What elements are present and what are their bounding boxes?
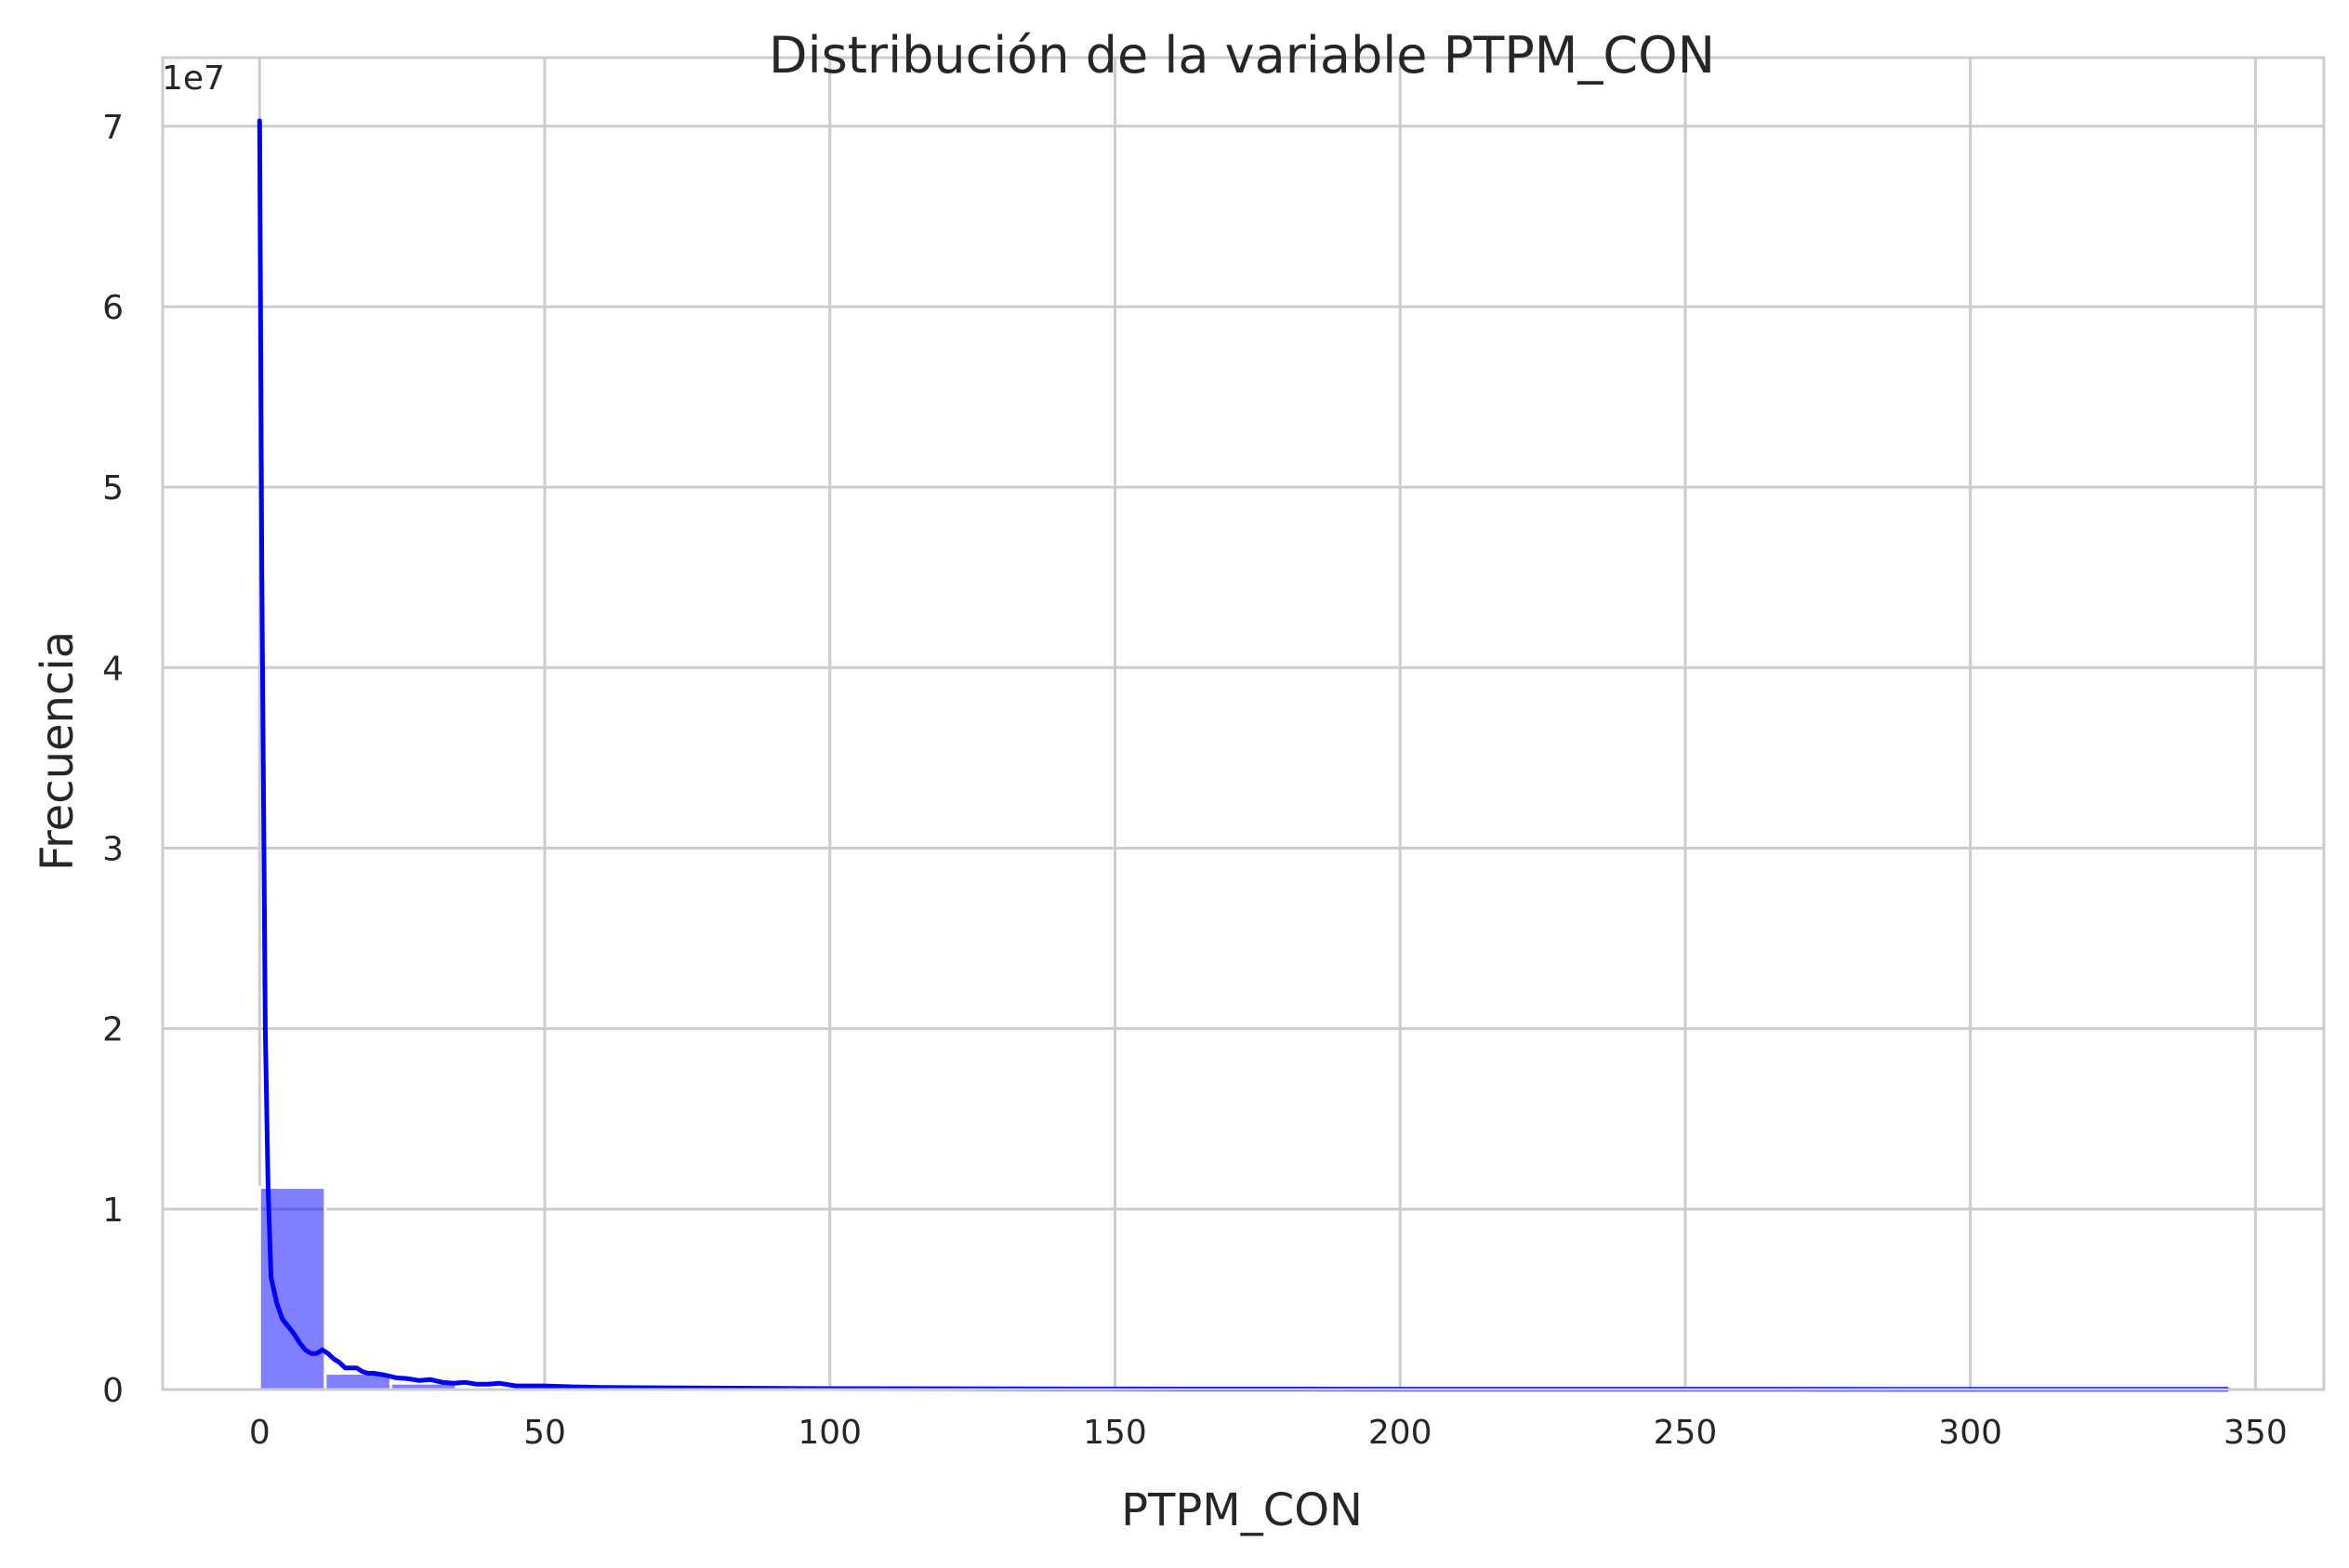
y-tick-label: 7 — [102, 109, 124, 147]
y-tick-label: 1 — [102, 1192, 124, 1230]
y-tick-label: 5 — [102, 469, 124, 507]
x-tick-label: 250 — [1654, 1414, 1718, 1452]
x-tick-label: 300 — [1938, 1414, 2002, 1452]
y-tick-label: 3 — [102, 830, 124, 868]
chart-title: Distribución de la variable PTPM_CON — [769, 26, 1715, 85]
x-tick-label: 200 — [1368, 1414, 1432, 1452]
y-axis-label: Frecuencia — [32, 631, 84, 871]
x-tick-label: 350 — [2224, 1414, 2288, 1452]
y-tick-label: 4 — [102, 650, 124, 688]
x-tick-label: 0 — [249, 1414, 271, 1452]
y-tick-label: 6 — [102, 289, 124, 327]
x-tick-label: 100 — [798, 1414, 862, 1452]
y-offset-label: 1e7 — [162, 59, 225, 98]
x-tick-label: 50 — [523, 1414, 566, 1452]
y-tick-label: 0 — [102, 1372, 124, 1410]
y-tick-label: 2 — [102, 1011, 124, 1049]
x-tick-label: 150 — [1083, 1414, 1147, 1452]
x-axis-label: PTPM_CON — [1121, 1484, 1363, 1536]
